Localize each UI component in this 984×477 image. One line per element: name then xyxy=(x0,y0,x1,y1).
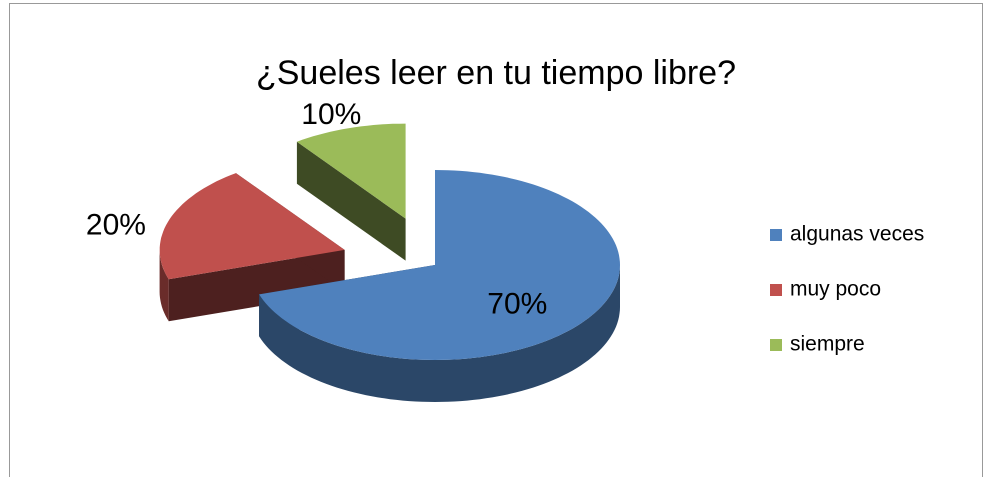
pie-slice xyxy=(296,123,406,261)
data-label: 20% xyxy=(86,209,146,242)
pie-slice xyxy=(159,173,345,322)
legend-swatch xyxy=(770,339,782,351)
slice-wall xyxy=(259,265,620,402)
legend-label: algunas veces xyxy=(790,223,924,246)
legend-swatch xyxy=(770,284,782,296)
slice-side xyxy=(168,249,345,322)
legend-label: siempre xyxy=(790,333,865,356)
legend-swatch xyxy=(770,229,782,241)
slice-wall xyxy=(159,249,169,322)
legend-label: muy poco xyxy=(790,278,881,301)
data-label: 70% xyxy=(487,288,547,321)
pie-slice xyxy=(259,170,620,402)
slice-top xyxy=(259,170,620,360)
slice-side xyxy=(296,141,406,261)
slice-top xyxy=(296,123,406,219)
data-label: 10% xyxy=(301,98,361,131)
chart-title: ¿Sueles leer en tu tiempo libre? xyxy=(256,54,736,92)
slice-top xyxy=(159,173,345,280)
